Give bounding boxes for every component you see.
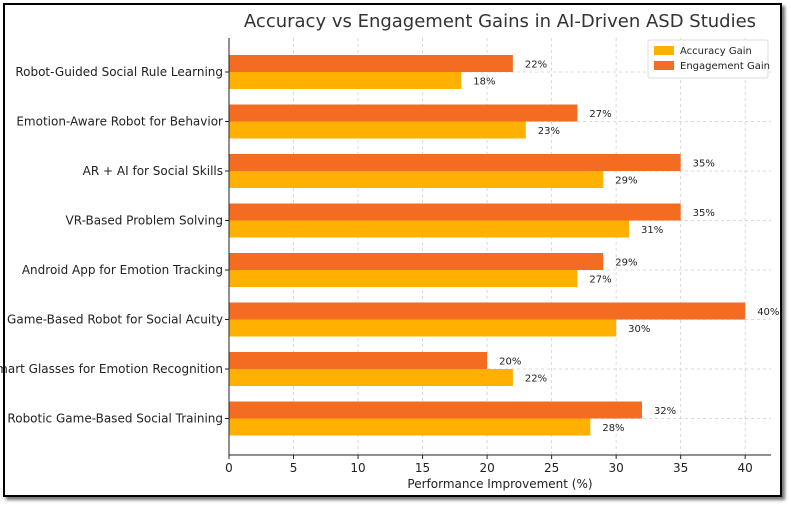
x-tick-label: 25 [544,461,559,475]
accuracy-bar [229,270,578,287]
grid-lines [228,38,771,455]
category-label: Smart Glasses for Emotion Recognition [0,362,223,376]
accuracy-value-label: 27% [589,275,611,286]
x-tick-label: 15 [415,461,430,475]
engagement-bar [229,104,578,122]
engagement-value-label: 27% [589,109,611,120]
engagement-value-label: 22% [525,60,547,71]
legend-swatch-engagement [654,61,674,70]
accuracy-value-label: 22% [525,374,547,385]
category-label: Robot-Guided Social Rule Learning [15,65,223,79]
category-label: Game-Based Robot for Social Acuity [7,313,223,327]
legend-label-engagement: Engagement Gain [680,61,770,72]
accuracy-bar [229,319,617,337]
x-axis-title: Performance Improvement (%) [407,477,592,491]
engagement-value-label: 29% [615,258,637,269]
x-tick-label: 20 [479,461,494,475]
engagement-bar [229,302,746,320]
accuracy-bar [229,171,604,188]
accuracy-value-label: 29% [615,176,637,187]
accuracy-bar [229,72,462,89]
engagement-bar [229,55,513,72]
category-label: VR-Based Problem Solving [66,214,223,228]
legend-box [647,39,769,79]
accuracy-value-label: 23% [538,126,560,137]
x-tick-label: 40 [738,461,753,475]
accuracy-value-label: 30% [628,324,650,335]
accuracy-value-label: 28% [602,423,624,434]
category-label: AR + AI for Social Skills [83,164,223,178]
engagement-value-label: 20% [499,357,521,368]
engagement-value-label: 35% [693,159,715,170]
accuracy-bar [229,369,513,386]
engagement-value-label: 35% [693,208,715,219]
engagement-bar [229,253,604,270]
chart-title: Accuracy vs Engagement Gains in AI-Drive… [244,11,756,32]
x-tick-label: 10 [350,461,365,475]
x-tick-label: 35 [673,461,688,475]
accuracy-bar [229,418,591,436]
bars [229,55,746,436]
x-tick-label: 0 [225,461,233,475]
category-label: Robotic Game-Based Social Training [7,412,223,426]
category-label: Android App for Emotion Tracking [22,263,223,277]
engagement-bar [229,401,642,419]
accuracy-bar [229,121,526,139]
x-tick-label: 5 [290,461,298,475]
engagement-bar [229,203,681,221]
axes [225,38,771,459]
engagement-value-label: 40% [757,307,779,318]
accuracy-value-label: 18% [473,77,495,88]
accuracy-bar [229,220,630,238]
accuracy-value-label: 31% [641,225,663,236]
legend-swatch-accuracy [654,46,674,55]
category-label: Emotion-Aware Robot for Behavior [16,115,223,129]
labels: 0 5 10 15 20 25 30 35 40 22% 18% Robot-Guided Socia… [0,60,779,476]
frame-border [3,3,782,497]
engagement-bar [229,352,488,369]
x-tick-label: 30 [609,461,624,475]
legend: Accuracy Gain Engagement Gain [647,39,770,79]
engagement-bar [229,154,681,171]
engagement-value-label: 32% [654,406,676,417]
legend-label-accuracy: Accuracy Gain [680,46,752,57]
